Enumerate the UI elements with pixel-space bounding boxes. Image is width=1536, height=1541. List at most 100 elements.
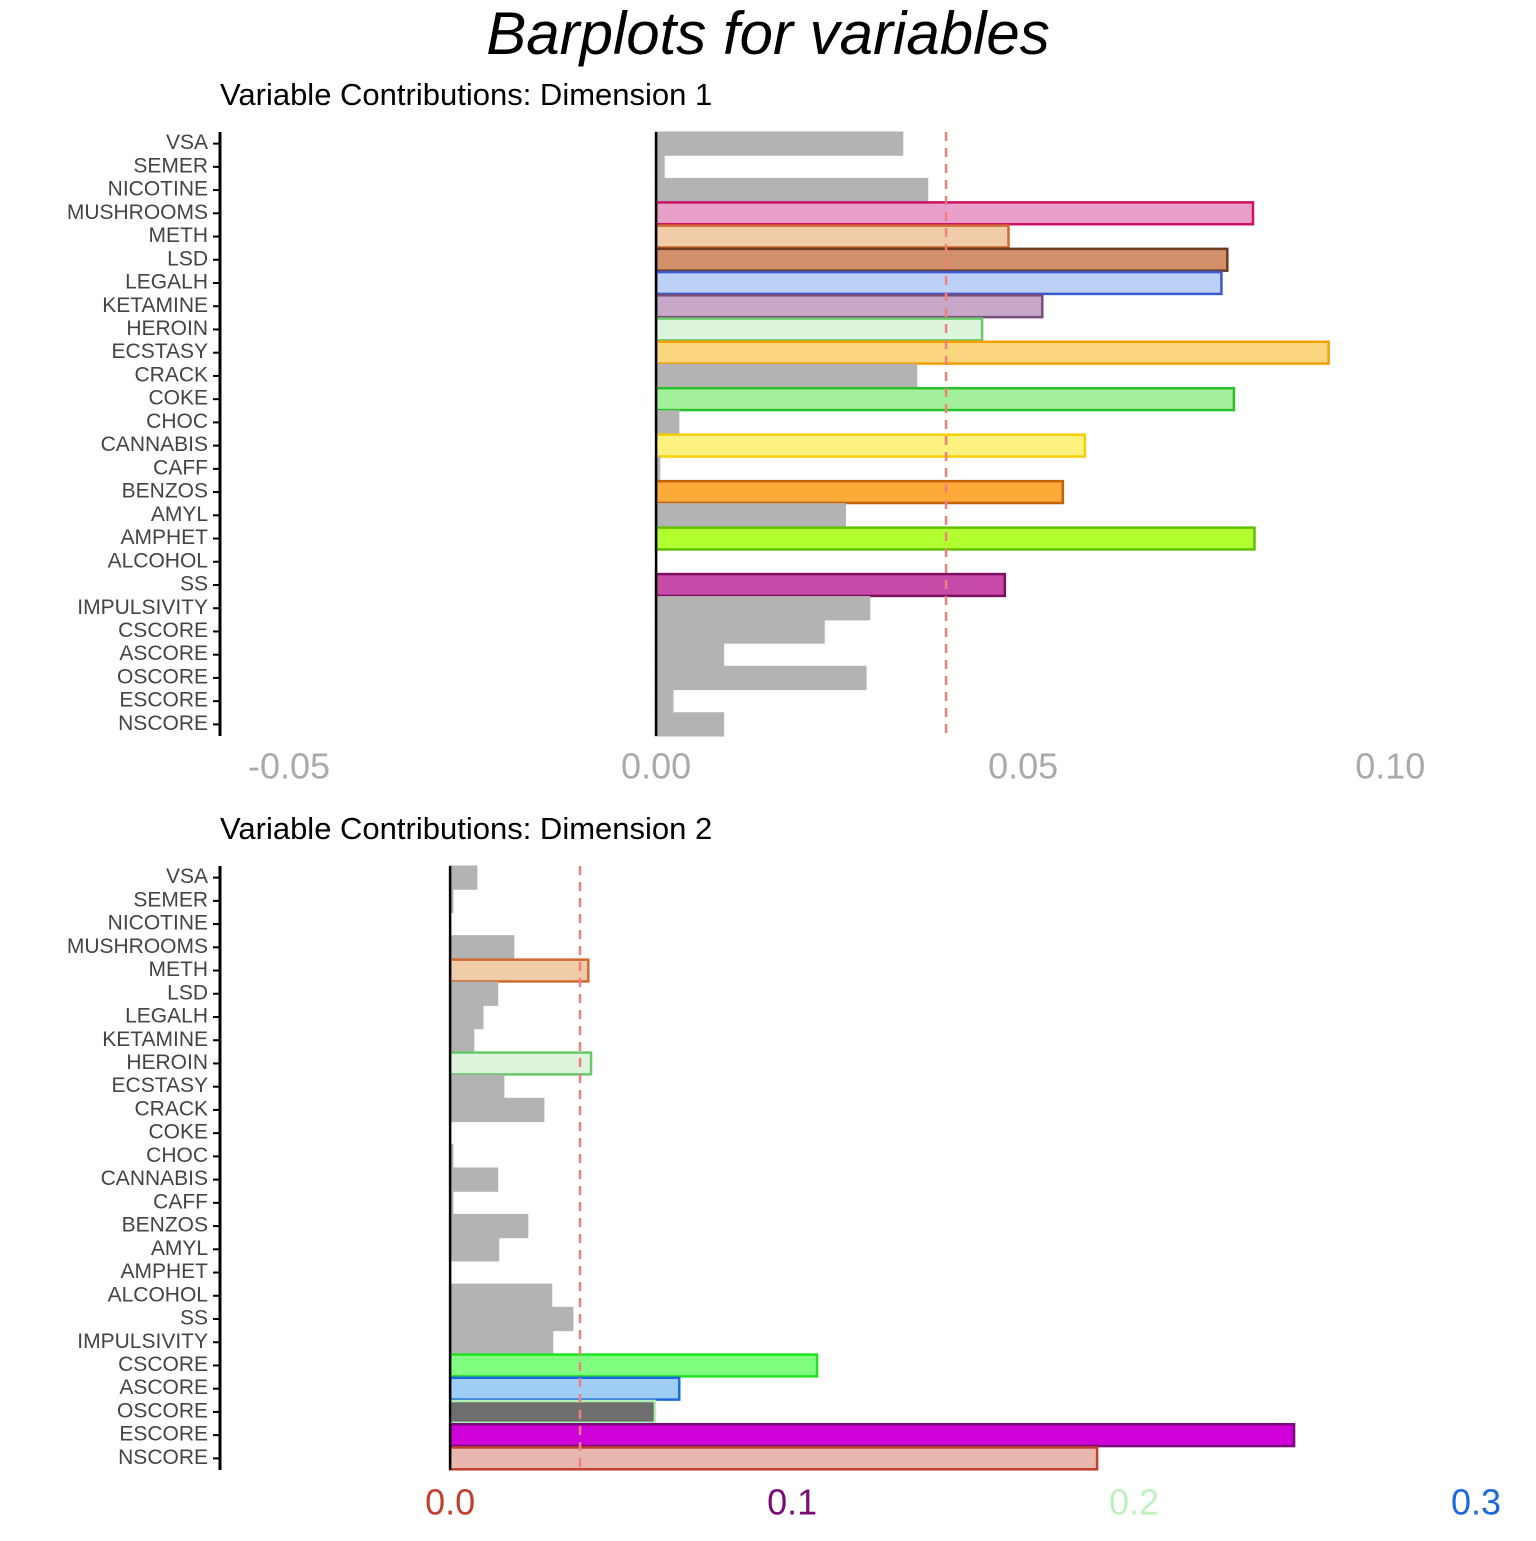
y-tick-label: MUSHROOMS bbox=[67, 935, 208, 958]
y-tick-label: SEMER bbox=[133, 154, 208, 177]
y-tick-label: BENZOS bbox=[122, 1214, 208, 1237]
bar bbox=[448, 1028, 475, 1053]
bar bbox=[654, 224, 1010, 249]
y-tick-label: CRACK bbox=[134, 1097, 208, 1120]
y-tick-label: CAFF bbox=[153, 1190, 208, 1213]
bar bbox=[654, 526, 1256, 551]
x-tick-label: 0.0 bbox=[425, 1482, 475, 1523]
bar bbox=[448, 1306, 574, 1332]
bar bbox=[654, 479, 1065, 505]
bar bbox=[654, 642, 725, 667]
x-tick-label: 0.10 bbox=[1355, 746, 1425, 787]
bar bbox=[448, 1213, 529, 1239]
y-tick-label: VSA bbox=[166, 131, 208, 154]
bar bbox=[448, 1422, 1296, 1448]
y-tick-label: METH bbox=[149, 224, 209, 247]
y-tick-label: BENZOS bbox=[122, 480, 208, 503]
bar bbox=[654, 503, 847, 528]
bar bbox=[654, 410, 680, 435]
y-tick-label: LEGALH bbox=[125, 271, 208, 294]
bar bbox=[448, 1446, 1099, 1471]
figure-title: Barplots for variables bbox=[486, 0, 1050, 67]
bar bbox=[448, 958, 590, 983]
y-tick-label: ESCORE bbox=[119, 1423, 208, 1446]
bar bbox=[654, 433, 1087, 458]
y-tick-label: HEROIN bbox=[126, 317, 208, 340]
y-tick-label: NSCORE bbox=[118, 1446, 208, 1469]
y-tick-label: CSCORE bbox=[118, 1353, 208, 1376]
y-tick-label: AMPHET bbox=[120, 1260, 208, 1283]
x-tick-label: 0.05 bbox=[988, 746, 1058, 787]
bar bbox=[654, 572, 1007, 598]
bar bbox=[448, 1097, 545, 1123]
bar bbox=[654, 712, 725, 737]
y-tick-label: SS bbox=[180, 573, 208, 596]
y-tick-label: CHOC bbox=[146, 410, 208, 433]
y-tick-label: CANNABIS bbox=[101, 1167, 208, 1190]
bar bbox=[654, 619, 825, 644]
bar bbox=[654, 363, 918, 389]
y-tick-label: CSCORE bbox=[118, 619, 208, 642]
y-tick-label: AMYL bbox=[151, 1237, 208, 1260]
y-tick-label: SS bbox=[180, 1307, 208, 1330]
y-tick-label: KETAMINE bbox=[102, 294, 208, 317]
y-tick-label: IMPULSIVITY bbox=[77, 596, 208, 619]
x-tick-label: -0.05 bbox=[248, 746, 330, 787]
bar bbox=[448, 1330, 554, 1355]
bar bbox=[654, 294, 1044, 319]
bar bbox=[448, 1051, 593, 1076]
bar bbox=[654, 317, 984, 342]
y-tick-label: ASCORE bbox=[119, 1376, 208, 1399]
y-tick-label: CAFF bbox=[153, 456, 208, 479]
bar bbox=[654, 177, 929, 203]
bar bbox=[448, 1237, 500, 1262]
y-tick-label: CRACK bbox=[134, 363, 208, 386]
x-tick-label: 0.00 bbox=[621, 746, 691, 787]
y-tick-label: ECSTASY bbox=[112, 340, 208, 363]
y-tick-label: METH bbox=[149, 958, 209, 981]
y-tick-label: OSCORE bbox=[117, 665, 208, 688]
bar bbox=[448, 1376, 681, 1401]
bar bbox=[654, 201, 1255, 226]
y-tick-label: CHOC bbox=[146, 1144, 208, 1167]
x-tick-label: 0.3 bbox=[1451, 1482, 1501, 1523]
y-tick-label: ASCORE bbox=[119, 642, 208, 665]
y-tick-label: NICOTINE bbox=[108, 912, 208, 935]
bar bbox=[654, 131, 904, 156]
bar bbox=[654, 247, 1229, 272]
y-tick-label: SEMER bbox=[133, 888, 208, 911]
panel-title: Variable Contributions: Dimension 1 bbox=[220, 77, 712, 112]
bar bbox=[448, 1353, 819, 1378]
y-tick-label: LSD bbox=[167, 247, 208, 270]
bar bbox=[654, 688, 674, 714]
bar bbox=[448, 981, 499, 1006]
bar bbox=[654, 665, 867, 691]
bar bbox=[654, 270, 1223, 296]
y-tick-label: IMPULSIVITY bbox=[77, 1330, 208, 1353]
x-tick-label: 0.1 bbox=[767, 1482, 817, 1523]
panel-title: Variable Contributions: Dimension 2 bbox=[220, 811, 712, 846]
y-tick-label: LEGALH bbox=[125, 1005, 208, 1028]
y-tick-label: NICOTINE bbox=[108, 178, 208, 201]
bar bbox=[654, 340, 1330, 365]
bar bbox=[448, 865, 478, 890]
y-tick-label: NSCORE bbox=[118, 712, 208, 735]
y-tick-label: COKE bbox=[148, 1121, 208, 1144]
y-tick-label: AMYL bbox=[151, 503, 208, 526]
y-tick-label: LSD bbox=[167, 981, 208, 1004]
y-tick-label: ECSTASY bbox=[112, 1074, 208, 1097]
bar bbox=[448, 1167, 499, 1192]
bar bbox=[448, 1283, 553, 1308]
y-tick-label: ESCORE bbox=[119, 689, 208, 712]
y-tick-label: ALCOHOL bbox=[108, 549, 208, 572]
bar bbox=[448, 1074, 505, 1099]
y-tick-label: HEROIN bbox=[126, 1051, 208, 1074]
bar bbox=[654, 596, 871, 621]
y-tick-label: CANNABIS bbox=[101, 433, 208, 456]
y-tick-label: KETAMINE bbox=[102, 1028, 208, 1051]
y-tick-label: ALCOHOL bbox=[108, 1283, 208, 1306]
x-tick-label: 0.2 bbox=[1109, 1482, 1159, 1523]
y-tick-label: VSA bbox=[166, 865, 208, 888]
bar bbox=[448, 1399, 657, 1425]
y-tick-label: OSCORE bbox=[117, 1399, 208, 1422]
